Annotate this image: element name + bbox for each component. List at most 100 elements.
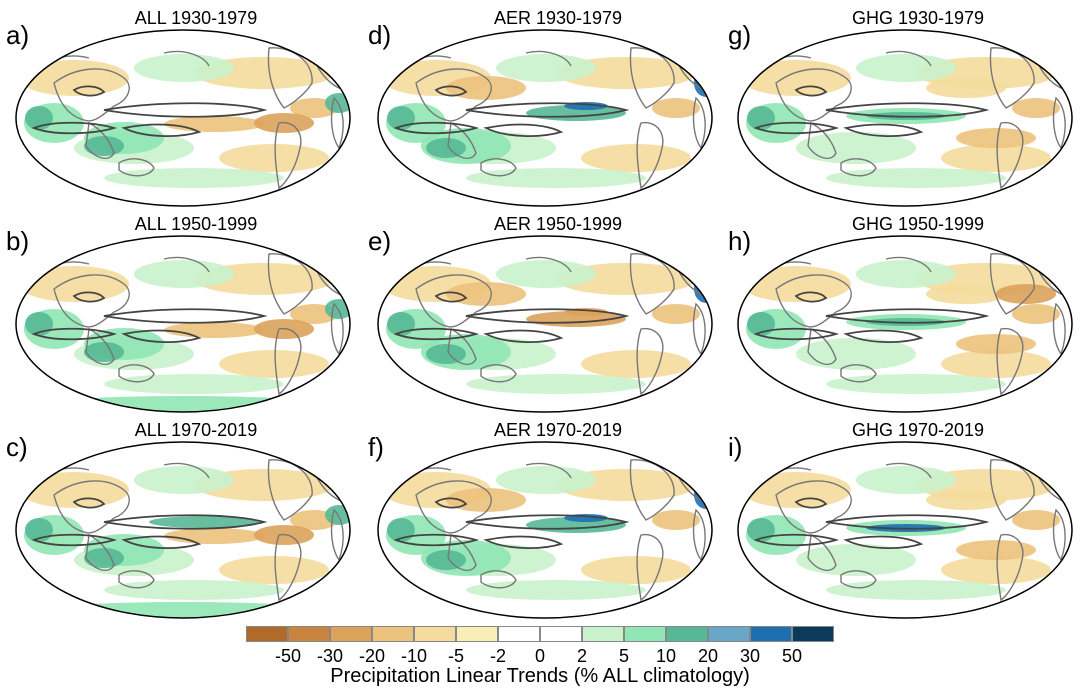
- contour-line: [31, 327, 118, 341]
- panel-title: GHG 1950-1999: [851, 214, 985, 234]
- map-panel: i) GHG 1970-2019: [728, 418, 1073, 619]
- contour-line: [434, 291, 468, 303]
- contour-line: [72, 291, 106, 303]
- climatology-contours: [393, 497, 630, 549]
- dry-patch: [996, 284, 1056, 304]
- coastline: [989, 459, 1035, 521]
- coastline: [163, 256, 210, 273]
- coastline: [274, 327, 302, 396]
- dry-patch: [926, 78, 1006, 98]
- coastlines: [405, 47, 706, 190]
- dry-patch: [581, 556, 691, 584]
- wet-patch: [466, 374, 646, 394]
- coastlines: [405, 253, 706, 396]
- colorbar-swatch: [792, 626, 834, 642]
- climatology-contours: [31, 291, 268, 343]
- coastline: [996, 533, 1024, 602]
- panel-label: b): [6, 226, 30, 256]
- coastline: [480, 158, 517, 177]
- dry-patch: [941, 350, 1051, 378]
- coastline: [415, 274, 492, 328]
- coastline: [447, 533, 477, 572]
- precip-field: [16, 442, 350, 618]
- contour-line: [121, 329, 202, 343]
- coastline: [996, 121, 1024, 190]
- climatology-contours: [393, 291, 630, 343]
- wet-patch: [496, 260, 596, 288]
- wet-patch: [796, 544, 916, 576]
- contour-line: [753, 533, 840, 547]
- wet-patch: [826, 580, 1006, 600]
- contour-line: [434, 85, 468, 97]
- colorbar-swatch: [750, 626, 792, 642]
- robinson-map: [15, 235, 351, 413]
- panel-title: GHG 1930-1979: [851, 8, 985, 28]
- wet-patch: [84, 342, 124, 362]
- contour-line: [825, 102, 990, 118]
- panel-label: h): [728, 226, 752, 256]
- wet-patch: [856, 54, 956, 82]
- robinson-map: [377, 29, 713, 207]
- climatology-contours: [31, 85, 268, 137]
- dry-patch: [926, 284, 1006, 304]
- map-outline: [377, 441, 713, 619]
- colorbar-tick: -2: [489, 646, 507, 666]
- coastline: [118, 570, 155, 589]
- contour-line: [794, 497, 828, 509]
- coastline: [692, 508, 706, 562]
- precip-field: [738, 236, 1072, 412]
- coastline: [525, 50, 572, 67]
- map-panel: c) ALL 1970-2019: [6, 418, 351, 619]
- panel-title: ALL 1930-1979: [134, 8, 258, 28]
- wet-patch: [426, 344, 466, 364]
- dry-patch: [956, 540, 1036, 560]
- wet-patch: [496, 466, 596, 494]
- coastline: [989, 47, 1035, 109]
- wet-patch: [466, 580, 646, 600]
- contour-line: [103, 514, 268, 530]
- robinson-map: [15, 441, 351, 619]
- dry-patch: [652, 510, 700, 530]
- wet-patch: [84, 548, 124, 568]
- panel-label: e): [368, 226, 392, 256]
- panel-label: g): [728, 20, 752, 50]
- coastline: [85, 327, 115, 366]
- robinson-map: [377, 235, 713, 413]
- colorbar-swatch: [372, 626, 414, 642]
- dry-patch: [926, 490, 1006, 510]
- coastline: [840, 158, 877, 177]
- colorbar-swatch: [498, 626, 540, 642]
- contour-line: [465, 308, 630, 324]
- coastline: [480, 364, 517, 383]
- contour-line: [121, 123, 202, 137]
- robinson-map: [15, 29, 351, 207]
- dry-patch: [956, 128, 1036, 148]
- map-outline: [737, 441, 1073, 619]
- contour-line: [31, 121, 118, 135]
- wet-patch: [134, 466, 234, 494]
- colorbar-swatch: [666, 626, 708, 642]
- contour-line: [465, 102, 630, 118]
- panel-title: ALL 1950-1999: [134, 214, 258, 234]
- dry-patch: [446, 488, 526, 512]
- contour-line: [753, 121, 840, 135]
- wet-patch: [826, 374, 1006, 394]
- wet-patch: [426, 138, 466, 158]
- panel-label: a): [6, 20, 30, 50]
- map-outline: [15, 441, 351, 619]
- panel-title: AER 1930-1979: [493, 8, 623, 28]
- colorbar-tick: 0: [534, 646, 546, 666]
- colorbar-tick: 30: [739, 646, 761, 666]
- colorbar-swatch: [330, 626, 372, 642]
- coastline: [775, 68, 852, 122]
- map-outline: [737, 29, 1073, 207]
- coastline: [807, 121, 837, 160]
- dry-patch: [941, 556, 1051, 584]
- wet-patch: [856, 260, 956, 288]
- robinson-map: [377, 441, 713, 619]
- dry-patch: [652, 98, 700, 118]
- map-outline: [377, 29, 713, 207]
- coastline: [274, 121, 302, 190]
- colorbar-tick: -30: [316, 646, 344, 666]
- panel-label: c): [6, 432, 28, 462]
